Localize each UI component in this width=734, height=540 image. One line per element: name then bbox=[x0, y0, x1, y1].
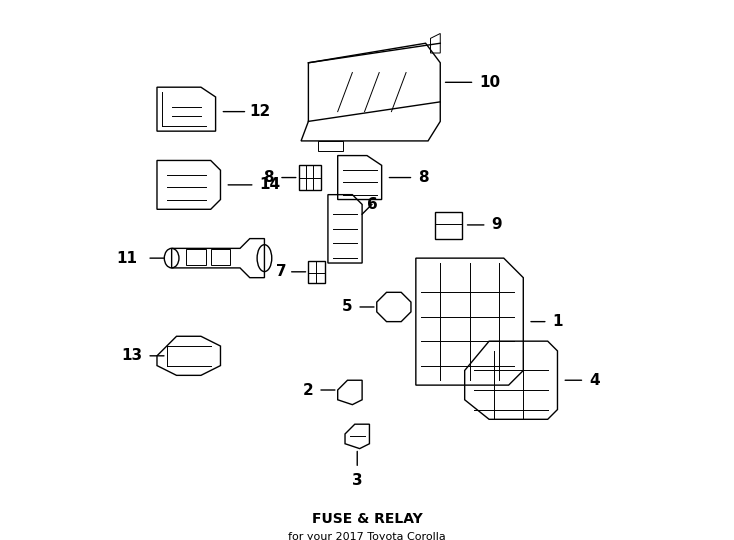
Text: 12: 12 bbox=[250, 104, 271, 119]
Text: 8: 8 bbox=[264, 170, 275, 185]
Bar bbox=[211, 249, 230, 266]
Text: 5: 5 bbox=[342, 300, 352, 314]
Text: 1: 1 bbox=[553, 314, 563, 329]
Text: 10: 10 bbox=[479, 75, 501, 90]
Bar bbox=[186, 249, 206, 266]
Text: 6: 6 bbox=[367, 197, 378, 212]
Text: 3: 3 bbox=[352, 473, 363, 488]
Text: FUSE & RELAY: FUSE & RELAY bbox=[312, 512, 422, 526]
Text: 8: 8 bbox=[418, 170, 429, 185]
Text: 13: 13 bbox=[121, 348, 142, 363]
Text: 11: 11 bbox=[117, 251, 137, 266]
Bar bbox=[299, 165, 321, 190]
Bar bbox=[308, 261, 325, 282]
Text: 14: 14 bbox=[260, 177, 280, 192]
Text: 4: 4 bbox=[589, 373, 600, 388]
Text: 2: 2 bbox=[302, 382, 313, 397]
Text: 7: 7 bbox=[276, 264, 286, 279]
Text: 9: 9 bbox=[492, 218, 502, 232]
Text: for your 2017 Toyota Corolla: for your 2017 Toyota Corolla bbox=[288, 532, 446, 540]
Bar bbox=[435, 212, 462, 239]
